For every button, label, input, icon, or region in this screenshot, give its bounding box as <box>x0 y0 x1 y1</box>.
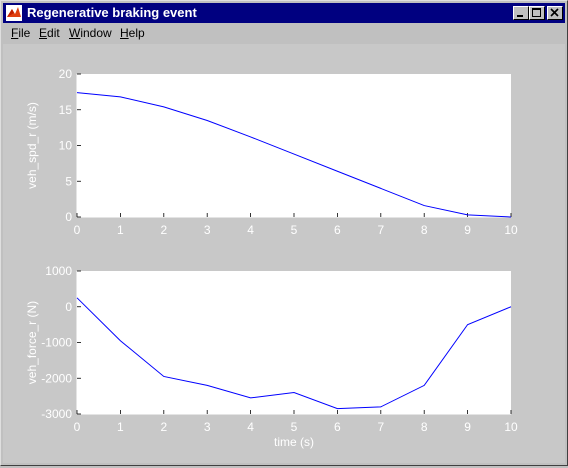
minimize-icon <box>517 15 523 17</box>
y-tick-label: 15 <box>59 103 73 117</box>
menu-window-label: indow <box>80 26 112 40</box>
x-tick-label: 10 <box>504 420 518 434</box>
menu-help-mnemonic: H <box>120 26 129 40</box>
x-tick-label: 10 <box>504 223 518 237</box>
x-tick-label: 1 <box>117 420 124 434</box>
series-line-2 <box>76 297 512 410</box>
menu-bar: File Edit Window Help <box>3 24 565 43</box>
x-tick-label: 4 <box>247 420 254 434</box>
y-tick-label: -3000 <box>41 407 72 421</box>
window-title: Regenerative braking event <box>27 5 197 20</box>
menu-file-label: ile <box>18 26 31 40</box>
menu-edit[interactable]: Edit <box>39 26 60 40</box>
x-tick-label: 0 <box>74 223 81 237</box>
series-line-1 <box>76 92 512 218</box>
matlab-logo-icon <box>6 5 22 21</box>
title-bar[interactable]: Regenerative braking event <box>3 3 565 23</box>
menu-help[interactable]: Help <box>120 26 145 40</box>
close-icon <box>550 8 559 17</box>
x-tick-label: 2 <box>160 223 167 237</box>
y-axis-label-2: veh_force_r (N) <box>25 301 39 384</box>
plot-area-1 <box>77 74 511 217</box>
y-tick-label: 0 <box>65 210 72 224</box>
x-tick-label: 4 <box>247 223 254 237</box>
x-tick-label: 2 <box>160 420 167 434</box>
x-tick-label: 6 <box>334 420 341 434</box>
x-axis-label-2: time (s) <box>274 435 314 449</box>
maximize-button[interactable] <box>529 6 545 20</box>
y-axis-label-1: veh_spd_r (m/s) <box>25 102 39 189</box>
x-tick-label: 6 <box>334 223 341 237</box>
x-tick-label: 8 <box>421 420 428 434</box>
y-tick-label: 1000 <box>45 264 72 278</box>
y-tick-label: 0 <box>65 300 72 314</box>
y-tick-label: -2000 <box>41 371 72 385</box>
x-tick-label: 3 <box>204 223 211 237</box>
x-tick-label: 5 <box>291 420 298 434</box>
menu-edit-label: dit <box>47 26 60 40</box>
y-tick-label: 20 <box>59 67 73 81</box>
x-tick-label: 1 <box>117 223 124 237</box>
maximize-icon <box>532 8 541 17</box>
y-tick-label: 10 <box>59 139 73 153</box>
x-tick-label: 0 <box>74 420 81 434</box>
x-tick-label: 7 <box>377 420 384 434</box>
menu-edit-mnemonic: E <box>39 26 48 40</box>
minimize-button[interactable] <box>513 6 529 20</box>
plot-area-2 <box>77 271 511 414</box>
x-tick-label: 8 <box>421 223 428 237</box>
x-tick-label: 9 <box>464 223 471 237</box>
plots-svg: 0 1 2 3 4 5 6 7 8 9 10 0 5 10 15 20 veh_spd_r (m/s) 0 1 2 3 4… <box>25 67 518 449</box>
menu-window[interactable]: Window <box>69 26 112 40</box>
menu-help-label: elp <box>128 26 145 40</box>
menu-window-mnemonic: W <box>69 26 81 40</box>
y-tick-label: 5 <box>65 174 72 188</box>
x-tick-label: 7 <box>377 223 384 237</box>
figure-canvas: 0 1 2 3 4 5 6 7 8 9 10 0 5 10 15 20 veh_spd_r (m/s) 0 1 2 3 4… <box>3 44 565 463</box>
menu-file-mnemonic: F <box>11 26 19 40</box>
x-tick-label: 5 <box>291 223 298 237</box>
y-tick-label: -1000 <box>41 336 72 350</box>
menu-file[interactable]: File <box>11 26 30 40</box>
x-tick-label: 9 <box>464 420 471 434</box>
x-tick-label: 3 <box>204 420 211 434</box>
close-button[interactable] <box>547 6 563 20</box>
